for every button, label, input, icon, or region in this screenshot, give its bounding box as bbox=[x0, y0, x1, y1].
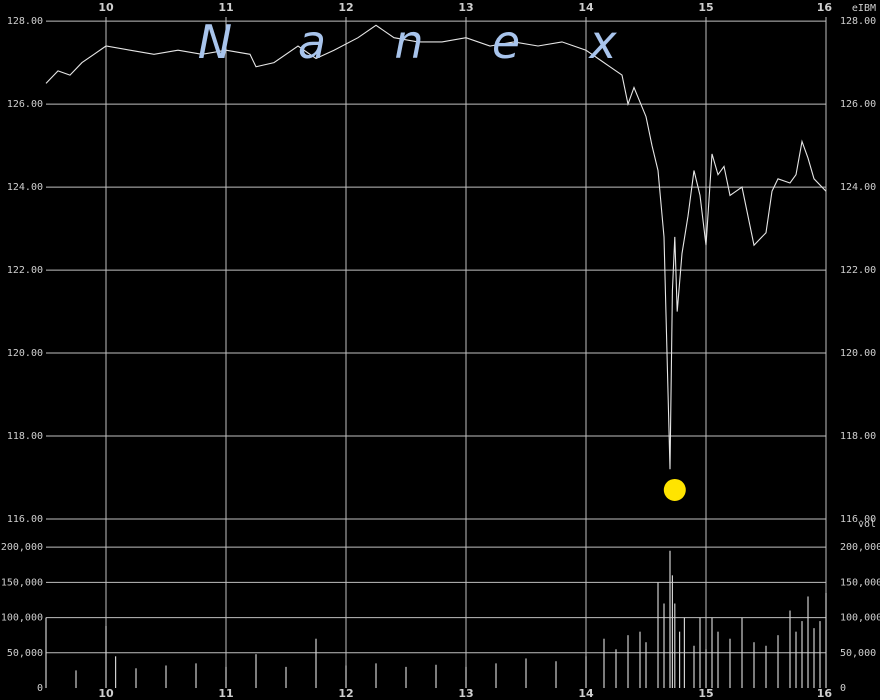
y-tick-label-left: 122.00 bbox=[7, 265, 43, 276]
x-tick-label-top: 12 bbox=[338, 1, 353, 14]
x-tick-label-top: 16 bbox=[817, 1, 833, 14]
x-tick-label-top: 13 bbox=[458, 1, 473, 14]
y-tick-label-left: 126.00 bbox=[7, 99, 43, 110]
volume-tick-label-left: 0 bbox=[37, 683, 43, 694]
volume-tick-label-right: 0 bbox=[840, 683, 846, 694]
y-tick-label-left: 118.00 bbox=[7, 431, 43, 442]
watermark-letter: e bbox=[492, 15, 520, 69]
x-tick-label-bottom: 12 bbox=[338, 687, 353, 700]
grid-lines bbox=[46, 17, 827, 688]
y-tick-label-right: 126.00 bbox=[840, 99, 876, 110]
x-tick-label-bottom: 13 bbox=[458, 687, 473, 700]
y-tick-label-left: 116.00 bbox=[7, 514, 43, 525]
volume-tick-label-right: 100,000 bbox=[840, 613, 880, 624]
volume-tick-label-right: 150,000 bbox=[840, 577, 880, 588]
price-line bbox=[45, 24, 827, 470]
volume-label: vol bbox=[858, 519, 876, 530]
volume-tick-label-left: 150,000 bbox=[1, 577, 43, 588]
symbol-label: eIBM bbox=[852, 3, 876, 14]
y-tick-label-right: 120.00 bbox=[840, 348, 876, 359]
y-tick-label-left: 124.00 bbox=[7, 182, 43, 193]
price-series bbox=[45, 24, 827, 470]
watermark-letter: x bbox=[587, 15, 617, 69]
x-tick-label-bottom: 14 bbox=[578, 687, 594, 700]
x-tick-label-bottom: 16 bbox=[817, 687, 833, 700]
y-tick-label-right: 124.00 bbox=[840, 182, 876, 193]
y-tick-label-right: 122.00 bbox=[840, 265, 876, 276]
y-tick-label-left: 128.00 bbox=[7, 16, 43, 27]
watermark-letter: n bbox=[394, 15, 423, 69]
y-tick-label-left: 120.00 bbox=[7, 348, 43, 359]
low-marker bbox=[663, 478, 686, 501]
low-price-marker bbox=[663, 478, 686, 501]
volume-tick-label-left: 50,000 bbox=[7, 648, 43, 659]
volume-tick-label-right: 200,000 bbox=[840, 542, 880, 553]
y-tick-label-right: 128.00 bbox=[840, 16, 876, 27]
y-tick-label-right: 116.00 bbox=[840, 514, 876, 525]
x-tick-label-bottom: 10 bbox=[98, 687, 114, 700]
volume-tick-label-right: 50,000 bbox=[840, 648, 876, 659]
x-tick-label-top: 15 bbox=[698, 1, 713, 14]
x-tick-label-bottom: 11 bbox=[218, 687, 233, 700]
volume-tick-label-left: 100,000 bbox=[1, 613, 43, 624]
x-tick-label-top: 11 bbox=[218, 1, 233, 14]
y-tick-label-right: 118.00 bbox=[840, 431, 876, 442]
watermark-letter: N bbox=[198, 15, 232, 69]
watermark-letter: a bbox=[298, 15, 326, 69]
x-tick-label-top: 14 bbox=[578, 1, 594, 14]
volume-bars bbox=[45, 550, 827, 688]
x-tick-label-top: 10 bbox=[98, 1, 114, 14]
volume-tick-label-left: 200,000 bbox=[1, 542, 43, 553]
x-tick-label-bottom: 15 bbox=[698, 687, 713, 700]
